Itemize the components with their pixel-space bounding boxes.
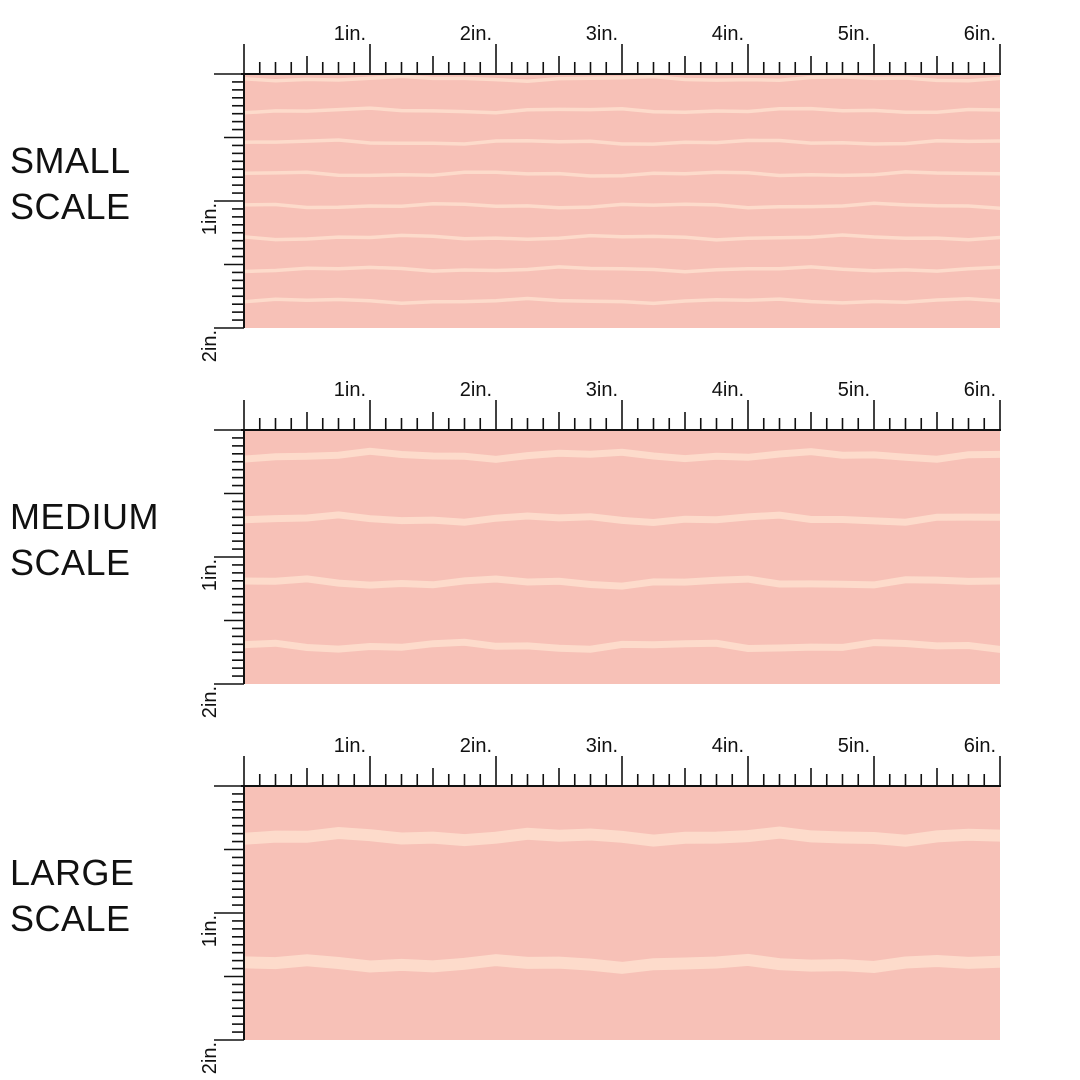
vertical-ruler: 1in. 2in.: [199, 429, 245, 718]
stripe-line: [244, 575, 1000, 590]
section-small-scale: SMALL SCALE 1in. 2in. 3in. 4in. 5in. 6in. 1in.…: [0, 0, 1080, 362]
ruler-label-horizontal: 6in.: [964, 23, 996, 45]
stripe-line: [244, 447, 1000, 463]
stripe-group: [244, 447, 1000, 653]
ruler-label-horizontal: 6in.: [964, 735, 996, 757]
ruler-label-horizontal: 4in.: [712, 379, 744, 401]
stripe-line: [244, 511, 1000, 527]
scale-label-line1: SMALL: [10, 140, 131, 181]
ruler-label-horizontal: 2in.: [460, 23, 492, 45]
stripe-line: [244, 638, 1000, 653]
scale-label-line1: LARGE: [10, 852, 135, 893]
ruled-swatch: 1in. 2in. 3in. 4in. 5in. 6in. 1in. 2in.: [199, 23, 1001, 362]
stripe-line: [244, 201, 1000, 211]
vertical-ruler: 1in. 2in.: [199, 785, 245, 1074]
scale-label-line2: SCALE: [10, 898, 131, 939]
ruler-label-vertical: 2in.: [199, 686, 221, 718]
stripe-line: [244, 265, 1000, 274]
stripe-line: [244, 74, 1000, 83]
ruler-label-horizontal: 2in.: [460, 735, 492, 757]
scale-label-line2: SCALE: [10, 186, 131, 227]
ruler-label-horizontal: 5in.: [838, 23, 870, 45]
stripe-line: [244, 138, 1000, 146]
fabric-swatch: [244, 786, 1000, 1040]
ruler-label-horizontal: 5in.: [838, 379, 870, 401]
horizontal-ruler: 1in. 2in. 3in. 4in. 5in. 6in.: [241, 23, 1001, 75]
scale-label-line1: MEDIUM: [10, 496, 159, 537]
ruler-label-vertical: 1in.: [199, 203, 221, 235]
ruler-label-horizontal: 4in.: [712, 23, 744, 45]
stripe-group: [244, 826, 1000, 974]
ruler-label-vertical: 2in.: [199, 1042, 221, 1074]
stripe-line: [244, 953, 1000, 974]
scale-label-line2: SCALE: [10, 542, 131, 583]
stripe-line: [244, 826, 1000, 847]
ruler-label-horizontal: 3in.: [586, 379, 618, 401]
ruler-label-horizontal: 3in.: [586, 23, 618, 45]
stripe-line: [244, 106, 1000, 115]
scale-label: MEDIUM SCALE: [10, 494, 159, 586]
stripe-line: [244, 296, 1000, 306]
scale-label: LARGE SCALE: [10, 850, 135, 942]
ruler-label-horizontal: 4in.: [712, 735, 744, 757]
horizontal-ruler: 1in. 2in. 3in. 4in. 5in. 6in.: [241, 735, 1001, 787]
scale-label: SMALL SCALE: [10, 138, 131, 230]
ruler-label-horizontal: 1in.: [334, 735, 366, 757]
ruled-swatch: 1in. 2in. 3in. 4in. 5in. 6in. 1in. 2in.: [199, 379, 1001, 718]
fabric-swatch: [244, 74, 1000, 328]
section-large-scale: LARGE SCALE 1in. 2in. 3in. 4in. 5in. 6in. 1in.…: [0, 712, 1080, 1074]
section-medium-scale: MEDIUM SCALE 1in. 2in. 3in. 4in. 5in. 6in. 1in…: [0, 356, 1080, 718]
ruler-label-horizontal: 6in.: [964, 379, 996, 401]
stripe-line: [244, 233, 1000, 242]
vertical-ruler: 1in. 2in.: [199, 73, 245, 362]
ruler-label-horizontal: 1in.: [334, 23, 366, 45]
horizontal-ruler: 1in. 2in. 3in. 4in. 5in. 6in.: [241, 379, 1001, 431]
ruler-label-vertical: 1in.: [199, 915, 221, 947]
ruler-label-vertical: 1in.: [199, 559, 221, 591]
ruled-swatch: 1in. 2in. 3in. 4in. 5in. 6in. 1in. 2in.: [199, 735, 1001, 1074]
ruler-label-horizontal: 2in.: [460, 379, 492, 401]
stripe-line: [244, 170, 1000, 178]
ruler-label-vertical: 2in.: [199, 330, 221, 362]
ruler-label-horizontal: 1in.: [334, 379, 366, 401]
ruler-label-horizontal: 3in.: [586, 735, 618, 757]
ruler-label-horizontal: 5in.: [838, 735, 870, 757]
stripe-group: [244, 74, 1000, 306]
